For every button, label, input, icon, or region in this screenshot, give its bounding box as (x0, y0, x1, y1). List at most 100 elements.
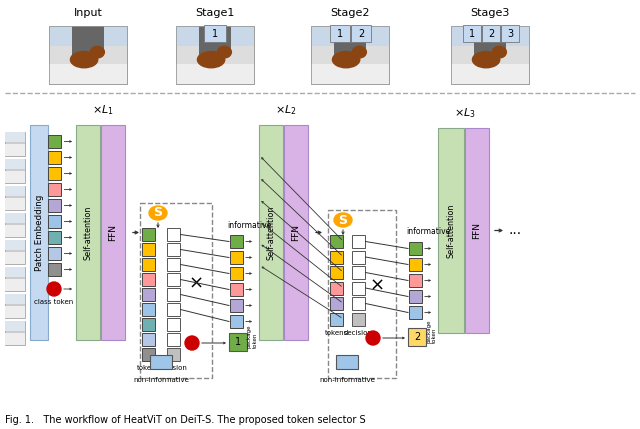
Text: 1: 1 (235, 337, 241, 347)
Text: 1: 1 (212, 29, 218, 39)
Text: 1: 1 (337, 29, 343, 39)
FancyBboxPatch shape (5, 306, 25, 318)
FancyBboxPatch shape (351, 281, 365, 294)
FancyBboxPatch shape (5, 198, 25, 210)
FancyBboxPatch shape (408, 306, 422, 319)
FancyBboxPatch shape (482, 25, 500, 42)
FancyBboxPatch shape (465, 128, 489, 333)
FancyBboxPatch shape (72, 26, 104, 55)
FancyBboxPatch shape (47, 263, 61, 276)
FancyBboxPatch shape (230, 283, 243, 296)
Text: Input: Input (74, 8, 102, 18)
FancyBboxPatch shape (330, 25, 350, 42)
FancyBboxPatch shape (204, 25, 226, 42)
FancyBboxPatch shape (230, 235, 243, 248)
Ellipse shape (90, 46, 104, 58)
Text: $\times L_3$: $\times L_3$ (454, 106, 476, 120)
FancyBboxPatch shape (166, 243, 179, 256)
FancyBboxPatch shape (351, 266, 365, 279)
Text: package
token: package token (426, 319, 437, 343)
Text: Fig. 1.   The workflow of HeatViT on DeiT-S. The proposed token selector S: Fig. 1. The workflow of HeatViT on DeiT-… (5, 415, 365, 425)
FancyBboxPatch shape (47, 247, 61, 260)
Text: S: S (154, 206, 163, 220)
FancyBboxPatch shape (336, 355, 358, 369)
Text: Stage1: Stage1 (195, 8, 235, 18)
FancyBboxPatch shape (5, 321, 25, 345)
FancyBboxPatch shape (5, 186, 25, 210)
Text: 1: 1 (469, 29, 475, 39)
Ellipse shape (198, 51, 225, 68)
FancyBboxPatch shape (166, 258, 179, 271)
FancyBboxPatch shape (451, 63, 529, 84)
FancyBboxPatch shape (229, 333, 247, 351)
Text: decision: decision (344, 330, 372, 336)
FancyBboxPatch shape (5, 240, 25, 264)
Text: 2: 2 (358, 29, 364, 39)
Ellipse shape (149, 206, 167, 220)
FancyBboxPatch shape (351, 235, 365, 248)
FancyBboxPatch shape (311, 26, 389, 84)
FancyBboxPatch shape (5, 144, 25, 156)
FancyBboxPatch shape (47, 167, 61, 180)
FancyBboxPatch shape (230, 315, 243, 328)
FancyBboxPatch shape (408, 290, 422, 303)
FancyBboxPatch shape (166, 333, 179, 346)
Circle shape (47, 282, 61, 296)
Text: FFN: FFN (472, 222, 481, 239)
FancyBboxPatch shape (166, 303, 179, 316)
FancyBboxPatch shape (230, 299, 243, 312)
FancyBboxPatch shape (141, 348, 154, 361)
FancyBboxPatch shape (47, 215, 61, 228)
FancyBboxPatch shape (351, 297, 365, 310)
Text: 2: 2 (488, 29, 494, 39)
Circle shape (185, 336, 199, 350)
Circle shape (366, 331, 380, 345)
FancyBboxPatch shape (5, 252, 25, 264)
FancyBboxPatch shape (5, 186, 25, 196)
Text: $\times L_2$: $\times L_2$ (275, 103, 297, 117)
FancyBboxPatch shape (47, 151, 61, 164)
FancyBboxPatch shape (284, 125, 308, 340)
Text: 3: 3 (507, 29, 513, 39)
Text: FFN: FFN (109, 224, 118, 241)
FancyBboxPatch shape (351, 312, 365, 326)
Text: Self-attention: Self-attention (266, 205, 275, 260)
FancyBboxPatch shape (47, 231, 61, 244)
Text: $\times$: $\times$ (369, 276, 383, 294)
FancyBboxPatch shape (47, 199, 61, 212)
Text: $\times L_1$: $\times L_1$ (92, 103, 114, 117)
FancyBboxPatch shape (463, 25, 481, 42)
FancyBboxPatch shape (141, 318, 154, 331)
FancyBboxPatch shape (5, 171, 25, 183)
FancyBboxPatch shape (166, 318, 179, 331)
FancyBboxPatch shape (141, 303, 154, 316)
Text: non-informative: non-informative (133, 377, 189, 383)
FancyBboxPatch shape (330, 297, 342, 310)
FancyBboxPatch shape (5, 225, 25, 237)
FancyBboxPatch shape (141, 258, 154, 271)
FancyBboxPatch shape (176, 26, 254, 46)
Text: informative: informative (406, 227, 451, 236)
Text: informative: informative (227, 221, 271, 230)
FancyBboxPatch shape (5, 213, 25, 223)
FancyBboxPatch shape (101, 125, 125, 340)
FancyBboxPatch shape (330, 281, 342, 294)
FancyBboxPatch shape (311, 63, 389, 84)
Ellipse shape (332, 51, 360, 68)
Ellipse shape (472, 51, 500, 68)
FancyBboxPatch shape (501, 25, 519, 42)
FancyBboxPatch shape (330, 251, 342, 263)
FancyBboxPatch shape (5, 159, 25, 169)
FancyBboxPatch shape (351, 251, 365, 263)
FancyBboxPatch shape (200, 26, 230, 55)
FancyBboxPatch shape (5, 132, 25, 156)
FancyBboxPatch shape (166, 288, 179, 301)
Ellipse shape (334, 213, 352, 227)
Text: S: S (339, 214, 348, 227)
FancyBboxPatch shape (5, 333, 25, 345)
Text: $\times$: $\times$ (188, 274, 202, 292)
FancyBboxPatch shape (176, 63, 254, 84)
FancyBboxPatch shape (166, 348, 179, 361)
FancyBboxPatch shape (5, 294, 25, 304)
Text: tokens: tokens (136, 365, 159, 371)
